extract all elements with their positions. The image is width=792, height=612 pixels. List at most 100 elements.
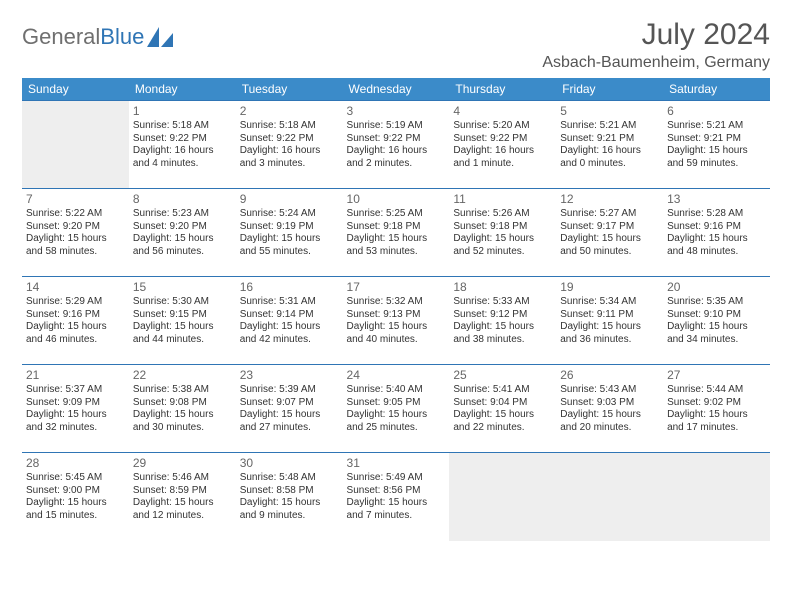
info-line: Daylight: 15 hours	[560, 233, 659, 246]
info-line: Sunrise: 5:21 AM	[667, 120, 766, 133]
info-line: and 40 minutes.	[347, 334, 446, 347]
day-info: Sunrise: 5:38 AMSunset: 9:08 PMDaylight:…	[133, 384, 232, 434]
info-line: and 38 minutes.	[453, 334, 552, 347]
info-line: Sunset: 9:14 PM	[240, 309, 339, 322]
calendar-cell: 20Sunrise: 5:35 AMSunset: 9:10 PMDayligh…	[663, 277, 770, 365]
info-line: and 42 minutes.	[240, 334, 339, 347]
day-info: Sunrise: 5:18 AMSunset: 9:22 PMDaylight:…	[133, 120, 232, 170]
info-line: Sunrise: 5:33 AM	[453, 296, 552, 309]
info-line: Sunset: 9:18 PM	[347, 221, 446, 234]
info-line: Sunset: 9:13 PM	[347, 309, 446, 322]
info-line: Sunset: 9:02 PM	[667, 397, 766, 410]
day-number: 5	[560, 104, 659, 118]
info-line: Sunrise: 5:38 AM	[133, 384, 232, 397]
info-line: Sunset: 9:04 PM	[453, 397, 552, 410]
calendar-cell: 15Sunrise: 5:30 AMSunset: 9:15 PMDayligh…	[129, 277, 236, 365]
calendar-cell: 4Sunrise: 5:20 AMSunset: 9:22 PMDaylight…	[449, 101, 556, 189]
day-number: 10	[347, 192, 446, 206]
info-line: Sunset: 9:17 PM	[560, 221, 659, 234]
info-line: Sunset: 8:59 PM	[133, 485, 232, 498]
info-line: and 46 minutes.	[26, 334, 125, 347]
info-line: Sunrise: 5:18 AM	[133, 120, 232, 133]
info-line: and 25 minutes.	[347, 422, 446, 435]
info-line: Daylight: 15 hours	[560, 409, 659, 422]
day-info: Sunrise: 5:45 AMSunset: 9:00 PMDaylight:…	[26, 472, 125, 522]
calendar-cell: 16Sunrise: 5:31 AMSunset: 9:14 PMDayligh…	[236, 277, 343, 365]
info-line: Sunset: 8:58 PM	[240, 485, 339, 498]
info-line: Sunrise: 5:21 AM	[560, 120, 659, 133]
brand-part1: General	[22, 24, 100, 50]
day-number: 30	[240, 456, 339, 470]
info-line: and 22 minutes.	[453, 422, 552, 435]
calendar-week: 21Sunrise: 5:37 AMSunset: 9:09 PMDayligh…	[22, 365, 770, 453]
location: Asbach-Baumenheim, Germany	[542, 54, 770, 72]
info-line: Daylight: 15 hours	[133, 321, 232, 334]
day-number: 11	[453, 192, 552, 206]
info-line: Daylight: 15 hours	[240, 409, 339, 422]
weekday-header: Saturday	[663, 78, 770, 101]
calendar-cell: 3 Sunrise: 5:19 AMSunset: 9:22 PMDaylight…	[343, 101, 450, 189]
calendar-cell: 14Sunrise: 5:29 AMSunset: 9:16 PMDayligh…	[22, 277, 129, 365]
info-line: and 53 minutes.	[347, 246, 446, 259]
day-number: 14	[26, 280, 125, 294]
info-line: Daylight: 15 hours	[347, 321, 446, 334]
info-line: and 59 minutes.	[667, 158, 766, 171]
calendar-cell: 18Sunrise: 5:33 AMSunset: 9:12 PMDayligh…	[449, 277, 556, 365]
day-number: 16	[240, 280, 339, 294]
day-number: 29	[133, 456, 232, 470]
sail-icon	[147, 27, 173, 47]
info-line: and 3 minutes.	[240, 158, 339, 171]
info-line: Sunset: 9:11 PM	[560, 309, 659, 322]
day-number: 22	[133, 368, 232, 382]
weekday-header: Tuesday	[236, 78, 343, 101]
info-line: Daylight: 16 hours	[133, 145, 232, 158]
calendar-cell: 23Sunrise: 5:39 AMSunset: 9:07 PMDayligh…	[236, 365, 343, 453]
info-line: Sunset: 9:00 PM	[26, 485, 125, 498]
brand-part2: Blue	[100, 24, 144, 50]
info-line: Daylight: 16 hours	[560, 145, 659, 158]
info-line: Sunrise: 5:24 AM	[240, 208, 339, 221]
weekday-row: SundayMondayTuesdayWednesdayThursdayFrid…	[22, 78, 770, 101]
info-line: Daylight: 15 hours	[133, 233, 232, 246]
weekday-header: Thursday	[449, 78, 556, 101]
info-line: Sunrise: 5:35 AM	[667, 296, 766, 309]
info-line: Sunset: 9:16 PM	[667, 221, 766, 234]
info-line: Daylight: 15 hours	[347, 233, 446, 246]
info-line: and 48 minutes.	[667, 246, 766, 259]
info-line: Sunrise: 5:34 AM	[560, 296, 659, 309]
calendar-cell: 17Sunrise: 5:32 AMSunset: 9:13 PMDayligh…	[343, 277, 450, 365]
info-line: Sunset: 9:21 PM	[560, 133, 659, 146]
info-line: and 0 minutes.	[560, 158, 659, 171]
calendar-cell	[556, 453, 663, 541]
brand-logo: GeneralBlue	[22, 18, 173, 50]
calendar-table: SundayMondayTuesdayWednesdayThursdayFrid…	[22, 78, 770, 541]
info-line: Sunrise: 5:41 AM	[453, 384, 552, 397]
day-number: 17	[347, 280, 446, 294]
info-line: Sunset: 9:22 PM	[240, 133, 339, 146]
day-number: 24	[347, 368, 446, 382]
info-line: Daylight: 15 hours	[133, 497, 232, 510]
day-number: 3	[347, 104, 446, 118]
calendar-cell: 11Sunrise: 5:26 AMSunset: 9:18 PMDayligh…	[449, 189, 556, 277]
info-line: Sunrise: 5:25 AM	[347, 208, 446, 221]
calendar-cell: 24Sunrise: 5:40 AMSunset: 9:05 PMDayligh…	[343, 365, 450, 453]
calendar-cell	[22, 101, 129, 189]
calendar-cell: 12Sunrise: 5:27 AMSunset: 9:17 PMDayligh…	[556, 189, 663, 277]
calendar-cell: 27Sunrise: 5:44 AMSunset: 9:02 PMDayligh…	[663, 365, 770, 453]
info-line: Sunrise: 5:26 AM	[453, 208, 552, 221]
info-line: and 52 minutes.	[453, 246, 552, 259]
calendar-week: 28Sunrise: 5:45 AMSunset: 9:00 PMDayligh…	[22, 453, 770, 541]
info-line: Sunset: 9:15 PM	[133, 309, 232, 322]
info-line: Daylight: 15 hours	[453, 321, 552, 334]
info-line: Daylight: 15 hours	[26, 233, 125, 246]
info-line: Sunrise: 5:29 AM	[26, 296, 125, 309]
day-info: Sunrise: 5:46 AMSunset: 8:59 PMDaylight:…	[133, 472, 232, 522]
info-line: Daylight: 15 hours	[240, 321, 339, 334]
day-info: Sunrise: 5:33 AMSunset: 9:12 PMDaylight:…	[453, 296, 552, 346]
info-line: Sunrise: 5:23 AM	[133, 208, 232, 221]
info-line: Sunset: 9:22 PM	[347, 133, 446, 146]
day-info: Sunrise: 5:19 AMSunset: 9:22 PMDaylight:…	[347, 120, 446, 170]
info-line: and 9 minutes.	[240, 510, 339, 523]
calendar-cell: 26Sunrise: 5:43 AMSunset: 9:03 PMDayligh…	[556, 365, 663, 453]
info-line: and 56 minutes.	[133, 246, 232, 259]
